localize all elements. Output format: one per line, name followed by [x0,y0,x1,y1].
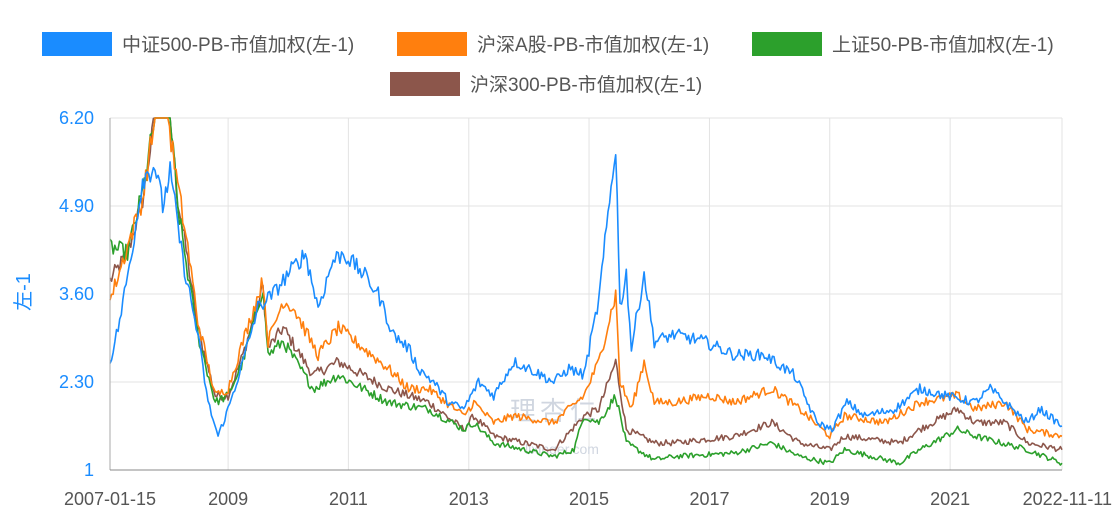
series-line [109,117,1063,453]
series-line [109,117,1063,466]
x-tick-label: 2013 [449,489,489,509]
legend-swatch[interactable] [390,72,460,96]
series-lines [109,117,1063,466]
series-line [109,117,1063,440]
legend-swatch[interactable] [42,32,112,56]
legend-label[interactable]: 中证500-PB-市值加权(左-1) [122,34,354,56]
y-tick-label: 4.90 [59,196,94,216]
axes: 6.20 4.90 3.60 2.30 1 2007-01-15 2009 2011 2013 2… [59,108,1112,509]
series-line [109,154,1063,437]
y-axis-title: 左-1 [12,273,35,311]
y-tick-label: 2.30 [59,372,94,392]
y-tick-label: 3.60 [59,284,94,304]
x-tick-label: 2021 [930,489,970,509]
legend: 中证500-PB-市值加权(左-1) 沪深A股-PB-市值加权(左-1) 上证50-… [42,32,1054,96]
x-tick-label: 2015 [569,489,609,509]
legend-label[interactable]: 沪深A股-PB-市值加权(左-1) [477,34,709,56]
y-tick-label: 6.20 [59,108,94,128]
legend-label[interactable]: 沪深300-PB-市值加权(左-1) [470,74,702,96]
x-tick-label: 2022-11-11 [1023,489,1112,509]
legend-label[interactable]: 上证50-PB-市值加权(左-1) [832,34,1054,56]
x-tick-label: 2011 [329,489,368,509]
y-tick-label: 1 [84,460,94,480]
legend-swatch[interactable] [397,32,467,56]
legend-swatch[interactable] [752,32,822,56]
x-tick-label: 2019 [810,489,850,509]
x-tick-label: 2009 [208,489,248,509]
x-tick-label: 2017 [689,489,729,509]
x-tick-label: 2007-01-15 [64,489,156,509]
